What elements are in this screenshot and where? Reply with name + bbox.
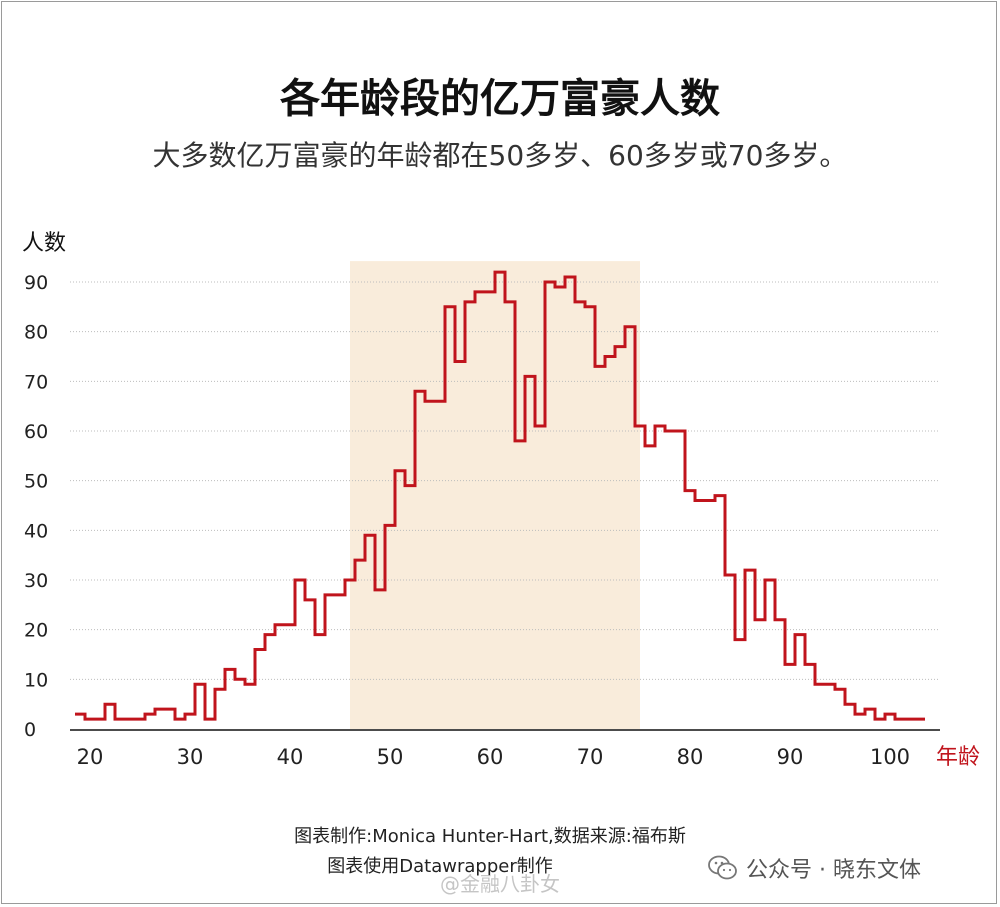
y-tick-label: 50 bbox=[24, 471, 48, 493]
x-tick-label: 100 bbox=[870, 745, 910, 769]
wechat-label: 公众号 · 晓东文体 bbox=[746, 858, 921, 883]
highlight-band bbox=[350, 261, 640, 729]
x-tick-label: 20 bbox=[77, 745, 104, 769]
chart-title: 各年龄段的亿万富豪人数 bbox=[280, 76, 720, 122]
y-tick-label: 20 bbox=[24, 620, 48, 642]
credit-line-2: 图表使用Datawrapper制作 bbox=[327, 856, 553, 877]
weibo-watermark: @金融八卦女 bbox=[440, 872, 560, 896]
x-tick-label: 60 bbox=[477, 745, 504, 769]
y-tick-label: 30 bbox=[24, 570, 48, 592]
x-tick-label: 70 bbox=[577, 745, 604, 769]
y-tick-label: 80 bbox=[24, 322, 48, 344]
series-line bbox=[75, 270, 925, 721]
chart-subtitle: 大多数亿万富豪的年龄都在50多岁、60多岁或70多岁。 bbox=[152, 139, 848, 172]
y-tick-label: 40 bbox=[24, 520, 48, 542]
x-axis-label: 年龄 bbox=[936, 745, 980, 770]
x-tick-label: 90 bbox=[777, 745, 804, 769]
y-tick-label: 90 bbox=[24, 272, 48, 294]
credit-line-1: 图表制作:Monica Hunter-Hart,数据来源:福布斯 bbox=[294, 826, 686, 847]
x-tick-label: 30 bbox=[177, 745, 204, 769]
y-tick-label: 70 bbox=[24, 371, 48, 393]
wechat-icon bbox=[708, 855, 737, 880]
x-tick-label: 40 bbox=[277, 745, 304, 769]
y-tick-label: 60 bbox=[24, 421, 48, 443]
x-tick-label: 50 bbox=[377, 745, 404, 769]
x-tick-label: 80 bbox=[677, 745, 704, 769]
wechat-watermark: 公众号 · 晓东文体 bbox=[708, 852, 921, 884]
y-tick-label: 10 bbox=[24, 669, 48, 691]
y-tick-label: 0 bbox=[24, 719, 36, 741]
y-axis-label: 人数 bbox=[22, 231, 66, 256]
